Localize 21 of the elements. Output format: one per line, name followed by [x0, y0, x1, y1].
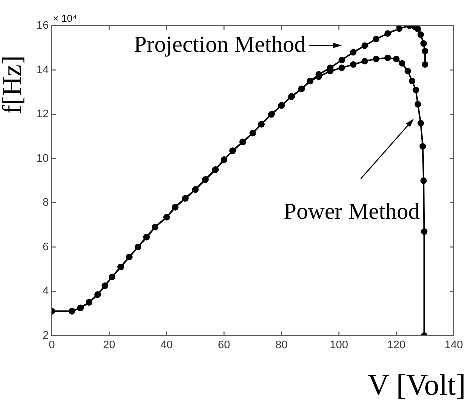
annotation: Projection Method	[134, 32, 306, 58]
x-axis-title: V [Volt]	[368, 368, 466, 402]
y-tick-label: 12	[36, 108, 49, 121]
y-tick-label: 4	[42, 286, 49, 298]
x-tick-label: 100	[330, 339, 348, 352]
annotation: Power Method	[284, 199, 420, 224]
x-tick-label: 80	[276, 339, 288, 352]
x-tick-label: 140	[444, 339, 464, 352]
y-axis-title: f[Hz]	[0, 56, 28, 114]
x-tick-label: 120	[387, 339, 406, 352]
y-tick-label: 8	[42, 197, 49, 210]
x-tick-label: 0	[48, 339, 56, 352]
y-tick-label: 2	[42, 330, 49, 342]
x-tick-label: 60	[218, 339, 230, 352]
y-tick-label: 10	[36, 152, 49, 165]
x-tick-label: 20	[103, 339, 116, 352]
text: × 10⁴	[53, 14, 78, 25]
x-tick-label: 40	[160, 339, 173, 352]
y-tick-label: 16	[36, 20, 49, 32]
y-tick-label: 14	[36, 64, 49, 76]
y-tick-label: 6	[42, 241, 49, 254]
